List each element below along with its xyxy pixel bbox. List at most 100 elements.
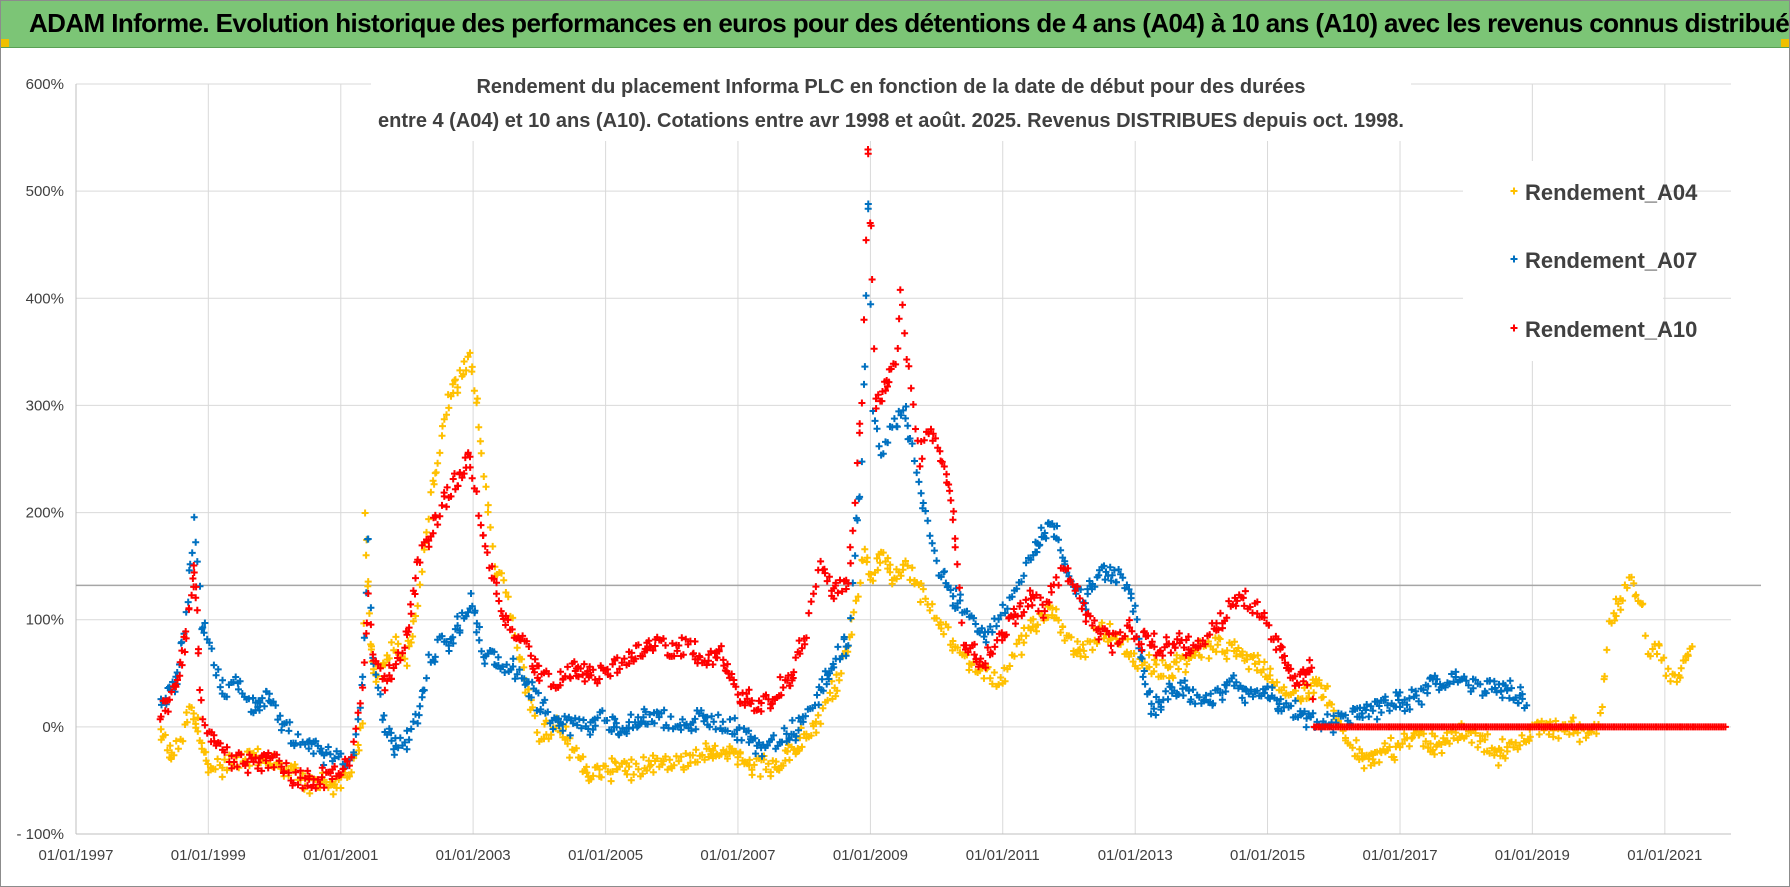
data-point <box>810 590 817 598</box>
data-point <box>625 718 633 726</box>
data-point <box>1405 742 1413 750</box>
data-point <box>1452 668 1460 676</box>
data-point <box>425 543 433 551</box>
data-point <box>991 643 999 651</box>
data-point <box>627 711 635 719</box>
data-point <box>423 528 430 536</box>
data-point <box>1420 730 1428 738</box>
data-point <box>1423 689 1431 697</box>
data-point <box>1218 696 1226 704</box>
data-point <box>476 437 484 445</box>
data-point <box>1131 602 1139 610</box>
data-point <box>312 784 320 792</box>
data-point <box>1082 618 1090 625</box>
data-point <box>714 711 722 719</box>
data-point <box>1472 729 1479 737</box>
data-point <box>436 449 444 457</box>
data-point <box>1152 661 1160 668</box>
data-point <box>569 719 577 727</box>
data-point <box>273 751 281 759</box>
data-point <box>1137 653 1145 661</box>
data-point <box>1653 650 1661 658</box>
data-point <box>1061 557 1069 565</box>
x-tick-label: 01/01/2013 <box>1098 847 1173 864</box>
data-point <box>460 470 468 478</box>
data-point <box>593 679 601 687</box>
data-point <box>1684 652 1692 660</box>
data-point <box>927 425 935 433</box>
data-point <box>364 535 372 543</box>
data-point <box>706 723 714 731</box>
data-point <box>689 719 697 726</box>
data-point <box>851 499 859 507</box>
data-point <box>928 600 936 608</box>
data-point <box>930 547 938 555</box>
data-point <box>218 764 226 772</box>
data-point <box>1053 522 1061 530</box>
data-point <box>193 606 201 614</box>
data-point <box>861 545 869 553</box>
data-point <box>1266 665 1274 673</box>
data-point <box>1465 681 1472 689</box>
data-point <box>278 726 285 734</box>
data-point <box>533 729 541 736</box>
data-point <box>468 474 476 482</box>
data-point <box>383 731 391 739</box>
data-point <box>611 715 619 723</box>
data-point <box>429 529 437 537</box>
data-point <box>1018 651 1026 659</box>
data-point <box>310 750 317 758</box>
data-point <box>896 286 904 294</box>
data-point <box>625 763 633 771</box>
data-point <box>265 690 273 698</box>
data-point <box>720 662 728 670</box>
data-point <box>407 725 415 733</box>
data-point <box>1401 696 1409 704</box>
data-point <box>182 634 190 642</box>
data-point <box>956 597 964 604</box>
data-point <box>941 567 948 575</box>
data-point <box>795 714 803 722</box>
data-point <box>210 661 218 669</box>
data-point <box>730 676 738 684</box>
data-point <box>409 718 417 726</box>
data-point <box>504 593 512 601</box>
data-point <box>190 715 197 723</box>
data-point <box>356 699 364 707</box>
data-point <box>767 768 775 776</box>
data-point <box>1112 578 1120 586</box>
data-point <box>529 703 537 711</box>
data-point <box>1139 673 1147 681</box>
data-point <box>275 757 283 765</box>
data-point <box>984 644 992 651</box>
data-point <box>1020 639 1028 647</box>
data-point <box>1253 666 1261 674</box>
data-point <box>697 707 705 714</box>
data-point <box>1484 730 1491 738</box>
data-point <box>632 655 639 663</box>
data-point <box>1152 711 1160 719</box>
data-point <box>1037 524 1045 532</box>
data-point <box>1330 712 1338 720</box>
data-point <box>1369 707 1377 715</box>
data-point <box>556 681 564 689</box>
data-point <box>443 483 451 491</box>
data-point <box>216 683 224 691</box>
data-point <box>1365 713 1373 721</box>
legend-label: Rendement_A10 <box>1525 317 1697 342</box>
data-point <box>748 771 756 779</box>
data-point <box>711 742 719 750</box>
data-point <box>1418 701 1426 708</box>
data-point <box>1074 638 1081 645</box>
data-point <box>1526 733 1534 741</box>
data-point <box>832 692 840 700</box>
data-point <box>763 742 771 749</box>
data-point <box>1631 592 1639 600</box>
data-point <box>1377 709 1385 716</box>
data-point <box>702 740 710 747</box>
data-point <box>509 614 517 622</box>
data-point <box>783 748 791 755</box>
data-point <box>634 641 642 649</box>
data-point <box>731 730 739 738</box>
data-point <box>176 672 184 680</box>
